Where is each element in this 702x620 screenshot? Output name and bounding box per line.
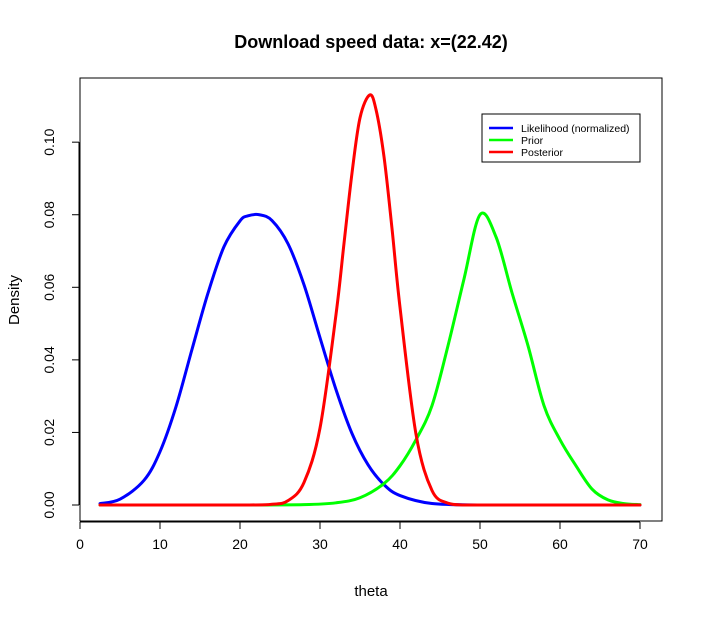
y-tick-label: 0.02 (41, 419, 57, 446)
chart-title: Download speed data: x=(22.42) (234, 32, 508, 52)
y-tick-label: 0.04 (41, 346, 57, 373)
legend-label-prior: Prior (521, 135, 544, 147)
y-tick-label: 0.10 (41, 128, 57, 155)
y-axis: 0.00 0.02 0.04 0.06 0.08 0.10 (41, 128, 80, 519)
x-tick-label: 20 (232, 536, 248, 552)
x-tick-label: 30 (312, 536, 328, 552)
y-axis-label: Density (6, 274, 23, 325)
series-line-prior (98, 211, 642, 507)
x-axis-label: theta (354, 583, 388, 600)
x-tick-label: 40 (392, 536, 408, 552)
legend-label-posterior: Posterior (521, 147, 564, 159)
x-axis: 0 10 20 30 40 50 60 70 (76, 521, 648, 552)
legend-box (481, 113, 641, 163)
series-layer (98, 93, 642, 507)
legend-label-likelihood-normalized: Likelihood (normalized) (521, 123, 630, 135)
series-line-likelihood-normalized (98, 212, 642, 507)
plot-area-frame (79, 77, 663, 522)
x-tick-label: 60 (552, 536, 568, 552)
x-tick-label: 50 (472, 536, 488, 552)
series-line-posterior (98, 93, 642, 507)
y-tick-label: 0.00 (41, 491, 57, 518)
x-tick-label: 10 (152, 536, 168, 552)
y-tick-label: 0.08 (41, 201, 57, 228)
x-tick-label: 70 (632, 536, 648, 552)
y-tick-label: 0.06 (41, 273, 57, 300)
x-tick-label: 0 (76, 536, 84, 552)
